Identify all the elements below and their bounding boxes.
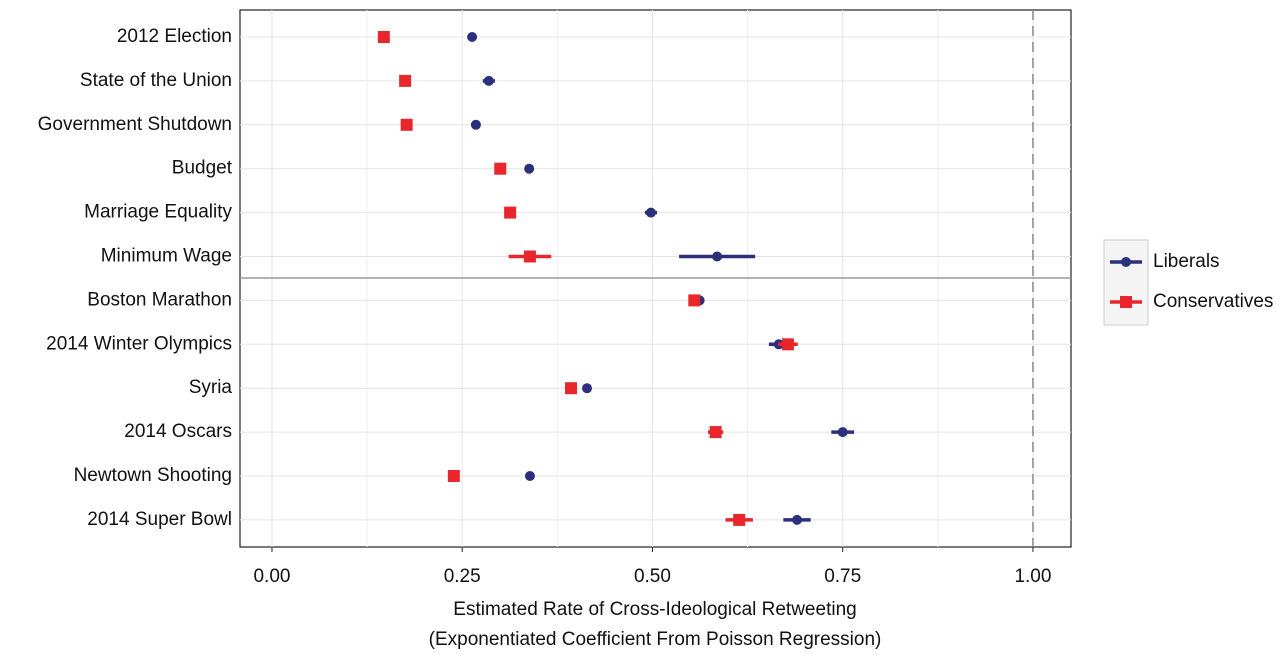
point [524, 163, 535, 174]
point [523, 250, 536, 263]
x-tick-label: 0.25 [444, 566, 481, 587]
x-tick-label: 1.00 [1014, 566, 1051, 587]
y-tick-label: Boston Marathon [87, 289, 232, 310]
x-tick-label: 0.00 [253, 566, 290, 587]
legend: Liberals Conservatives [1110, 251, 1273, 312]
y-tick-label: Budget [172, 158, 233, 179]
y-tick-label: 2012 Election [117, 26, 232, 47]
point [565, 382, 578, 395]
marks [377, 31, 855, 526]
y-tick-label: Newtown Shooting [74, 465, 232, 486]
y-tick-label: 2014 Oscars [124, 421, 232, 442]
point [709, 426, 722, 439]
point [400, 118, 413, 131]
y-tick-label: Syria [189, 377, 233, 398]
point [645, 207, 656, 218]
x-tick-label: 0.75 [824, 566, 861, 587]
point [494, 162, 507, 175]
point [792, 514, 803, 525]
y-tick-label: Minimum Wage [101, 246, 232, 267]
y-tick-label: Government Shutdown [38, 114, 232, 135]
y-tick-label: 2014 Winter Olympics [46, 333, 232, 354]
x-axis-label: Estimated Rate of Cross-Ideological Retw… [453, 599, 856, 620]
point [399, 74, 412, 87]
x-tick-label: 0.50 [634, 566, 671, 587]
y-tick-label: 2014 Super Bowl [87, 509, 232, 530]
point [483, 75, 494, 86]
point [781, 338, 794, 351]
point [1121, 257, 1131, 267]
point [504, 206, 517, 219]
point [582, 383, 593, 394]
legend-label: Conservatives [1153, 291, 1273, 312]
point [1120, 296, 1132, 308]
point [467, 32, 478, 42]
y-tick-label: State of the Union [80, 70, 232, 91]
point [837, 427, 848, 438]
point [688, 294, 701, 307]
y-tick-label: Marriage Equality [84, 202, 232, 223]
point [524, 471, 535, 481]
point [733, 513, 746, 526]
point [377, 31, 390, 43]
point [712, 251, 723, 262]
point [447, 470, 460, 482]
legend-label: Liberals [1153, 251, 1220, 272]
legend-box [1103, 239, 1149, 326]
point [470, 119, 481, 130]
x-axis-label: (Exponentiated Coefficient From Poisson … [429, 629, 882, 650]
